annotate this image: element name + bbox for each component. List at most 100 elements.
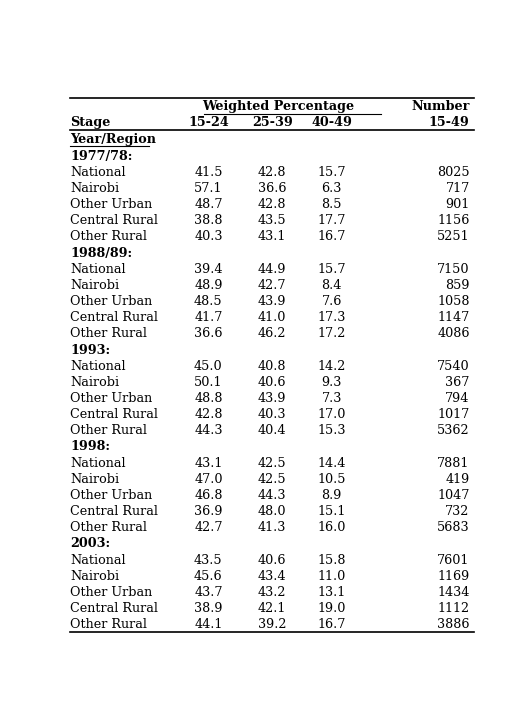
Text: Central Rural: Central Rural — [71, 602, 158, 615]
Text: 367: 367 — [446, 376, 470, 389]
Text: 43.1: 43.1 — [194, 456, 222, 469]
Text: Nairobi: Nairobi — [71, 279, 119, 292]
Text: 13.1: 13.1 — [318, 586, 346, 599]
Text: 40.6: 40.6 — [258, 376, 286, 389]
Text: 44.3: 44.3 — [258, 489, 286, 502]
Text: 40.4: 40.4 — [258, 424, 286, 438]
Text: 4086: 4086 — [437, 327, 470, 340]
Text: 17.0: 17.0 — [318, 408, 346, 421]
Text: 45.0: 45.0 — [194, 360, 222, 373]
Text: 48.5: 48.5 — [194, 295, 222, 308]
Text: 15-49: 15-49 — [429, 116, 470, 129]
Text: 43.7: 43.7 — [194, 586, 222, 599]
Text: 43.9: 43.9 — [258, 392, 286, 405]
Text: 1147: 1147 — [438, 311, 470, 324]
Text: 43.5: 43.5 — [258, 214, 286, 227]
Text: 1993:: 1993: — [71, 343, 110, 356]
Text: 16.0: 16.0 — [318, 521, 346, 534]
Text: 42.5: 42.5 — [258, 456, 286, 469]
Text: 3886: 3886 — [437, 618, 470, 631]
Text: Other Rural: Other Rural — [71, 327, 148, 340]
Text: Other Urban: Other Urban — [71, 392, 153, 405]
Text: Central Rural: Central Rural — [71, 311, 158, 324]
Text: Central Rural: Central Rural — [71, 214, 158, 227]
Text: Nairobi: Nairobi — [71, 570, 119, 583]
Text: 1988/89:: 1988/89: — [71, 247, 133, 260]
Text: 17.3: 17.3 — [318, 311, 346, 324]
Text: National: National — [71, 456, 126, 469]
Text: 43.5: 43.5 — [194, 554, 222, 567]
Text: Nairobi: Nairobi — [71, 473, 119, 486]
Text: 47.0: 47.0 — [194, 473, 222, 486]
Text: 15.7: 15.7 — [318, 262, 346, 275]
Text: 48.8: 48.8 — [194, 392, 222, 405]
Text: Other Rural: Other Rural — [71, 231, 148, 244]
Text: 5362: 5362 — [437, 424, 470, 438]
Text: 1977/78:: 1977/78: — [71, 150, 133, 163]
Text: 901: 901 — [446, 198, 470, 211]
Text: 859: 859 — [445, 279, 470, 292]
Text: 44.9: 44.9 — [258, 262, 286, 275]
Text: 42.8: 42.8 — [258, 198, 286, 211]
Text: 7.3: 7.3 — [322, 392, 342, 405]
Text: Number: Number — [412, 100, 470, 113]
Text: 36.9: 36.9 — [194, 505, 222, 518]
Text: 14.4: 14.4 — [318, 456, 346, 469]
Text: 1998:: 1998: — [71, 441, 110, 454]
Text: 7540: 7540 — [437, 360, 470, 373]
Text: 41.5: 41.5 — [194, 166, 222, 179]
Text: Central Rural: Central Rural — [71, 505, 158, 518]
Text: 14.2: 14.2 — [318, 360, 346, 373]
Text: 7150: 7150 — [437, 262, 470, 275]
Text: 17.7: 17.7 — [318, 214, 346, 227]
Text: 41.0: 41.0 — [258, 311, 286, 324]
Text: 39.4: 39.4 — [194, 262, 222, 275]
Text: 8.4: 8.4 — [322, 279, 342, 292]
Text: 15.8: 15.8 — [318, 554, 346, 567]
Text: 45.6: 45.6 — [194, 570, 222, 583]
Text: 5251: 5251 — [437, 231, 470, 244]
Text: 7.6: 7.6 — [322, 295, 342, 308]
Text: Nairobi: Nairobi — [71, 182, 119, 195]
Text: 17.2: 17.2 — [318, 327, 346, 340]
Text: 42.8: 42.8 — [258, 166, 286, 179]
Text: 36.6: 36.6 — [194, 327, 222, 340]
Text: Year/Region: Year/Region — [71, 133, 157, 146]
Text: 16.7: 16.7 — [318, 231, 346, 244]
Text: Other Urban: Other Urban — [71, 198, 153, 211]
Text: 43.2: 43.2 — [258, 586, 286, 599]
Text: 43.4: 43.4 — [258, 570, 286, 583]
Text: 41.3: 41.3 — [258, 521, 286, 534]
Text: 6.3: 6.3 — [322, 182, 342, 195]
Text: Other Rural: Other Rural — [71, 521, 148, 534]
Text: Other Rural: Other Rural — [71, 618, 148, 631]
Text: 42.7: 42.7 — [258, 279, 286, 292]
Text: 48.9: 48.9 — [194, 279, 222, 292]
Text: 10.5: 10.5 — [318, 473, 346, 486]
Text: 15-24: 15-24 — [188, 116, 229, 129]
Text: 44.3: 44.3 — [194, 424, 222, 438]
Text: 16.7: 16.7 — [318, 618, 346, 631]
Text: 42.7: 42.7 — [194, 521, 222, 534]
Text: 40.3: 40.3 — [194, 231, 222, 244]
Text: 5683: 5683 — [437, 521, 470, 534]
Text: 39.2: 39.2 — [258, 618, 286, 631]
Text: Stage: Stage — [71, 116, 111, 129]
Text: 8025: 8025 — [437, 166, 470, 179]
Text: 42.5: 42.5 — [258, 473, 286, 486]
Text: 40-49: 40-49 — [311, 116, 352, 129]
Text: 1017: 1017 — [438, 408, 470, 421]
Text: National: National — [71, 554, 126, 567]
Text: 46.8: 46.8 — [194, 489, 222, 502]
Text: Nairobi: Nairobi — [71, 376, 119, 389]
Text: 46.2: 46.2 — [258, 327, 286, 340]
Text: Other Urban: Other Urban — [71, 489, 153, 502]
Text: 50.1: 50.1 — [194, 376, 222, 389]
Text: 38.9: 38.9 — [194, 602, 222, 615]
Text: 8.5: 8.5 — [322, 198, 342, 211]
Text: 38.8: 38.8 — [194, 214, 222, 227]
Text: 1058: 1058 — [437, 295, 470, 308]
Text: National: National — [71, 360, 126, 373]
Text: 42.8: 42.8 — [194, 408, 222, 421]
Text: National: National — [71, 166, 126, 179]
